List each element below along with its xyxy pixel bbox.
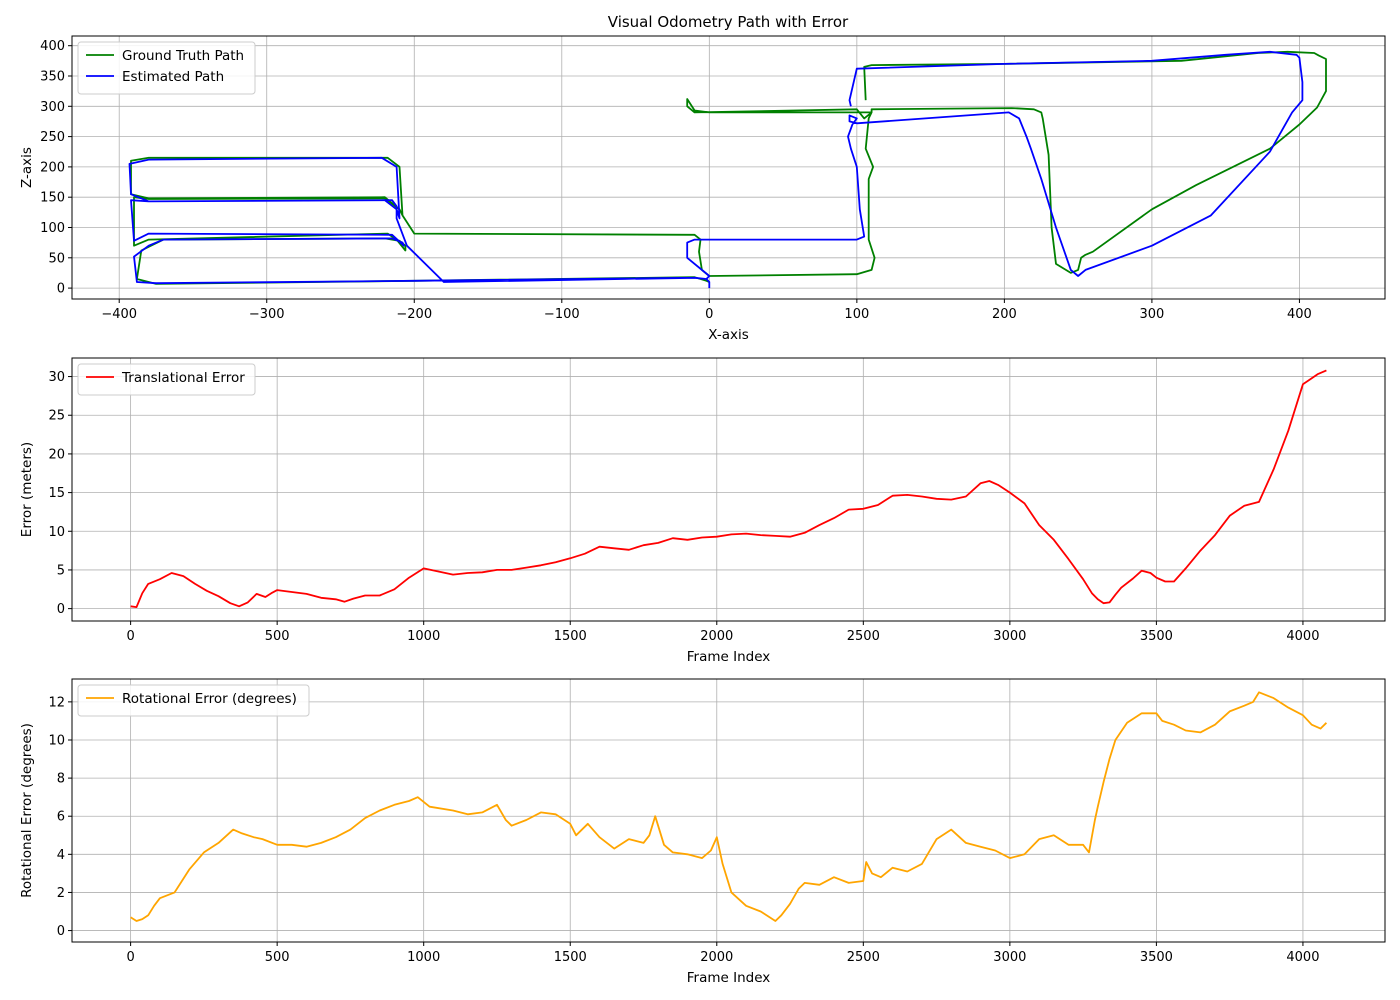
legend-box <box>77 363 256 396</box>
y-tick-label: 4 <box>57 848 65 863</box>
y-tick-label: 350 <box>40 69 65 84</box>
x-tick-label: 2500 <box>847 950 880 965</box>
x-tick-label: −100 <box>544 307 580 322</box>
x-axis-label: X-axis <box>708 327 749 343</box>
x-tick-label: 1500 <box>554 950 587 965</box>
subplot-3: 0 500 1000 1500 2000 2500 3000 3500 4000 0 2 4 6 8 10 1… <box>19 678 1386 986</box>
x-tick-label: 4000 <box>1286 950 1319 965</box>
x-tick-label: 3000 <box>993 950 1026 965</box>
x-tick-label: 1000 <box>407 950 440 965</box>
y-tick-label: 100 <box>40 221 65 236</box>
y-tick-label: 8 <box>57 772 65 787</box>
x-tick-label: −300 <box>249 307 285 322</box>
y-tick-label: 25 <box>48 409 65 424</box>
series-line-translational-error <box>130 369 1327 608</box>
y-axis-label: Z-axis <box>19 147 35 188</box>
axes-frame <box>71 678 1386 943</box>
legend-entry: Rotational Error (degrees) <box>122 691 297 707</box>
x-tick-label: 2000 <box>700 950 733 965</box>
legend-entry: Estimated Path <box>122 69 224 85</box>
x-tick-label: 1000 <box>407 629 440 644</box>
axes-frame <box>71 357 1386 622</box>
y-tick-label: 15 <box>48 486 65 501</box>
x-tick-label: 3500 <box>1140 629 1173 644</box>
x-tick-label: 400 <box>1287 307 1312 322</box>
y-tick-label: 10 <box>48 525 65 540</box>
x-tick-label: −400 <box>101 307 137 322</box>
subplots: −400 −300 −200 −100 0 100 200 300 40005010015020… <box>19 35 1386 986</box>
x-tick-label: 0 <box>126 629 134 644</box>
x-tick-label: 200 <box>992 307 1017 322</box>
x-axis-label: Frame Index <box>687 970 771 986</box>
x-tick-label: 0 <box>126 950 134 965</box>
y-tick-label: 10 <box>48 733 65 748</box>
y-tick-label: 20 <box>48 447 65 462</box>
legend-box <box>77 684 310 717</box>
legend-entry: Ground Truth Path <box>122 48 244 64</box>
series-line-ground-truth-path <box>130 50 1327 285</box>
y-tick-label: 0 <box>57 602 65 617</box>
figure-title: Visual Odometry Path with Error <box>608 13 849 31</box>
y-tick-label: 0 <box>57 282 65 297</box>
y-tick-label: 300 <box>40 100 65 115</box>
x-tick-label: 4000 <box>1286 629 1319 644</box>
legend-box <box>77 41 256 95</box>
legend: Rotational Error (degrees) <box>77 684 310 717</box>
x-tick-label: 300 <box>1139 307 1164 322</box>
x-tick-label: −200 <box>396 307 432 322</box>
y-tick-label: 400 <box>40 39 65 54</box>
y-tick-label: 30 <box>48 370 65 385</box>
x-tick-label: 3000 <box>993 629 1026 644</box>
series-line-estimated-path <box>128 50 1304 289</box>
y-tick-label: 150 <box>40 191 65 206</box>
legend: Translational Error <box>77 363 256 396</box>
y-tick-label: 2 <box>57 886 65 901</box>
series-line-rotational-error-degrees <box>130 691 1328 922</box>
y-tick-label: 50 <box>48 251 65 266</box>
legend-entry: Translational Error <box>121 370 245 386</box>
y-tick-label: 250 <box>40 130 65 145</box>
subplot-1: −400 −300 −200 −100 0 100 200 300 400 0 50 100 150 20… <box>19 35 1386 343</box>
y-tick-label: 5 <box>57 563 65 578</box>
axes-frame <box>71 35 1386 300</box>
x-tick-label: 100 <box>844 307 869 322</box>
y-axis-label: Error (meters) <box>19 442 35 537</box>
x-tick-label: 1500 <box>554 629 587 644</box>
y-tick-label: 0 <box>57 924 65 939</box>
y-tick-label: 200 <box>40 160 65 175</box>
y-tick-label: 6 <box>57 810 65 825</box>
x-tick-label: 2500 <box>847 629 880 644</box>
y-tick-label: 12 <box>48 695 65 710</box>
x-tick-label: 0 <box>705 307 713 322</box>
x-axis-label: Frame Index <box>687 649 771 665</box>
y-axis-label: Rotational Error (degrees) <box>19 723 35 898</box>
x-tick-label: 2000 <box>700 629 733 644</box>
x-tick-label: 500 <box>265 950 290 965</box>
x-tick-label: 500 <box>265 629 290 644</box>
x-tick-label: 3500 <box>1140 950 1173 965</box>
legend: Ground Truth Path Estimated Path <box>77 41 256 95</box>
subplot-2: 0 500 1000 1500 2000 2500 3000 3500 4000 0 5 10 15 20… <box>19 357 1386 665</box>
